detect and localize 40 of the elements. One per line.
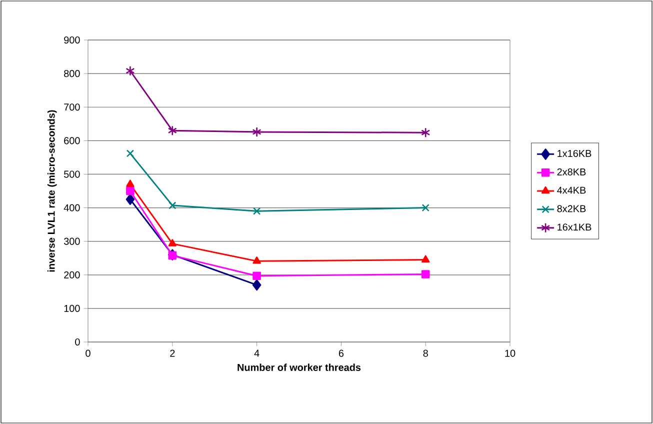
point	[252, 279, 262, 291]
x-tick-label: 6	[338, 350, 344, 357]
legend-label: 16x1KB	[558, 224, 592, 231]
x-axis-title: Number of worker threads	[238, 364, 361, 371]
point	[252, 256, 261, 264]
x-tick-label: 0	[86, 350, 90, 357]
point	[421, 255, 430, 262]
point	[252, 126, 262, 138]
y-tick-label: 500	[64, 170, 80, 178]
y-tick-label: 300	[64, 238, 80, 245]
point	[252, 207, 261, 215]
point	[168, 239, 177, 246]
legend-label: 8x2KB	[557, 205, 586, 212]
point	[126, 186, 134, 196]
point	[421, 127, 430, 138]
point	[252, 272, 261, 280]
y-tick-label: 400	[64, 204, 80, 212]
y-tick-label: 100	[64, 304, 80, 312]
point	[126, 194, 135, 206]
point	[168, 125, 177, 136]
x-tick-label: 2	[170, 350, 175, 357]
y-tick-label: 700	[64, 104, 80, 111]
x-tick-label: 4	[254, 350, 260, 357]
point	[126, 66, 135, 76]
y-axis-title: inverse LVL1 rate (micro-seconds)	[47, 110, 57, 272]
legend-label: 4x4KB	[557, 186, 586, 194]
point	[126, 150, 134, 158]
y-tick-label: 600	[64, 137, 80, 144]
x-tick-label: 8	[423, 350, 428, 357]
point	[168, 202, 176, 210]
y-tick-label: 900	[64, 36, 80, 44]
point	[422, 204, 430, 212]
x-tick-label: 10	[505, 350, 516, 357]
y-tick-label: 200	[64, 271, 80, 278]
legend-label: 1x16KB	[558, 150, 592, 158]
legend-label: 2x8KB	[557, 168, 586, 176]
y-tick-label: 800	[64, 70, 80, 78]
point	[421, 270, 430, 278]
point	[126, 180, 134, 187]
y-tick-label: 0	[75, 338, 80, 346]
